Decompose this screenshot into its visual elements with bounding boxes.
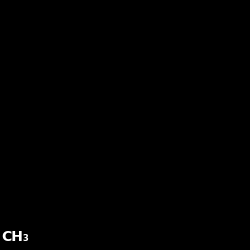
Text: O: O bbox=[6, 227, 23, 246]
Text: S: S bbox=[8, 228, 22, 247]
Text: Cl: Cl bbox=[6, 228, 25, 246]
Text: O: O bbox=[6, 228, 23, 246]
Text: N: N bbox=[7, 228, 24, 246]
Text: CH₃: CH₃ bbox=[1, 230, 29, 244]
